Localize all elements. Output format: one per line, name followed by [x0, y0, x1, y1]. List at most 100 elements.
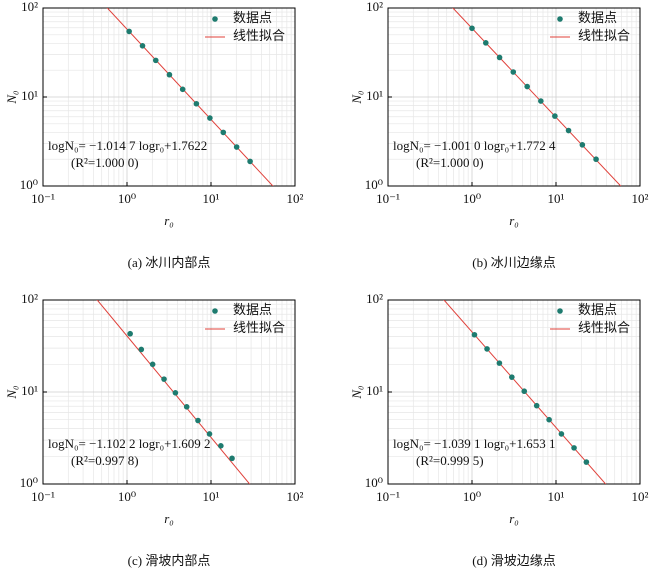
y-tick-label: 10⁰: [20, 177, 38, 192]
data-point: [579, 142, 586, 148]
data-point: [127, 330, 133, 337]
annotation: logN₀= −1.039 1 logr₀+1.653 1: [393, 436, 556, 451]
fit-line: [443, 300, 607, 484]
plot-frame: [42, 7, 296, 187]
x-tick-label: 10⁰: [118, 489, 136, 504]
caption: (c) 滑坡内部点: [128, 553, 211, 568]
data-point: [247, 158, 253, 165]
legend-label: 数据点: [233, 302, 272, 317]
data-point: [206, 431, 213, 437]
data-point: [179, 86, 186, 93]
legend-marker: [557, 308, 563, 314]
legend-label: 数据点: [233, 10, 272, 25]
x-axis-label: r₀: [509, 213, 519, 228]
data-point: [138, 346, 145, 353]
x-tick-label: 10¹: [548, 191, 565, 206]
y-tick-label: 10¹: [21, 88, 38, 103]
x-tick-label: 10⁻¹: [31, 191, 55, 206]
data-point: [496, 54, 503, 61]
x-tick-label: 10⁻¹: [376, 191, 400, 206]
y-tick-label: 10²: [366, 291, 383, 306]
data-point: [183, 404, 190, 410]
data-point: [218, 443, 224, 449]
x-tick-label: 10⁻¹: [31, 489, 55, 504]
y-tick-label: 10⁰: [365, 177, 383, 192]
x-tick-label: 10²: [632, 489, 649, 504]
data-point: [471, 331, 478, 338]
x-tick-label: 10⁰: [118, 191, 136, 206]
legend-label: 线性拟合: [578, 320, 630, 335]
y-tick-label: 10⁰: [20, 475, 38, 490]
data-point: [558, 431, 565, 437]
annotation: (R²=0.997 8): [71, 453, 139, 468]
data-point: [152, 57, 159, 64]
legend-marker: [212, 308, 218, 314]
legend-label: 数据点: [578, 302, 617, 317]
y-tick-label: 10⁰: [365, 475, 383, 490]
legend-label: 线性拟合: [233, 28, 285, 43]
data-point: [571, 445, 577, 451]
data-point: [583, 459, 590, 465]
data-point: [193, 100, 200, 107]
data-point: [524, 83, 530, 90]
fit-line: [96, 300, 251, 484]
data-point: [195, 417, 201, 424]
data-point: [483, 40, 489, 46]
legend-marker: [212, 16, 218, 22]
annotation: (R²=1.000 0): [71, 155, 139, 170]
plot-frame: [387, 299, 641, 485]
data-point: [496, 360, 503, 366]
x-tick-label: 10²: [287, 191, 304, 206]
x-axis-label: r₀: [164, 213, 174, 228]
y-axis-label: N₀: [349, 90, 364, 104]
x-tick-label: 10⁰: [463, 489, 481, 504]
x-tick-label: 10²: [287, 489, 304, 504]
x-tick-label: 10⁻¹: [376, 489, 400, 504]
annotation: logN₀= −1.014 7 logr₀+1.7622: [48, 138, 207, 153]
y-tick-label: 10¹: [366, 88, 383, 103]
data-point: [126, 28, 132, 35]
annotation: (R²=1.000 0): [416, 155, 484, 170]
y-tick-label: 10¹: [366, 383, 383, 398]
y-axis-label: N₀: [4, 90, 19, 104]
data-point: [139, 43, 146, 49]
data-point: [552, 113, 558, 119]
data-point: [166, 71, 173, 78]
data-point: [521, 388, 528, 395]
plot-frame: [387, 7, 641, 187]
data-point: [161, 376, 167, 382]
legend-marker: [557, 16, 563, 22]
x-tick-label: 10¹: [203, 489, 220, 504]
legend-label: 线性拟合: [233, 320, 285, 335]
annotation: logN₀= −1.102 2 logr₀+1.609 2: [48, 436, 211, 451]
x-tick-label: 10⁰: [463, 191, 481, 206]
data-point: [484, 346, 490, 352]
y-tick-label: 10²: [366, 0, 383, 14]
data-point: [546, 416, 552, 423]
data-point: [469, 25, 475, 32]
caption: (b) 冰川边缘点: [472, 255, 555, 270]
x-tick-label: 10¹: [548, 489, 565, 504]
annotation: (R²=0.999 5): [416, 453, 484, 468]
y-axis-label: N₀: [4, 385, 19, 399]
data-point: [593, 156, 599, 163]
y-tick-label: 10²: [21, 291, 38, 306]
data-point: [509, 374, 515, 380]
y-tick-label: 10¹: [21, 383, 38, 398]
data-point: [510, 69, 517, 75]
data-point: [220, 129, 227, 136]
x-tick-label: 10²: [632, 191, 649, 206]
data-point: [207, 115, 213, 121]
caption: (d) 滑坡边缘点: [472, 553, 555, 568]
data-point: [565, 127, 572, 134]
y-axis-label: N₀: [349, 385, 364, 399]
data-point: [533, 402, 540, 409]
x-tick-label: 10¹: [203, 191, 220, 206]
x-axis-label: r₀: [509, 511, 519, 526]
data-point: [538, 98, 544, 104]
data-point: [233, 144, 240, 150]
